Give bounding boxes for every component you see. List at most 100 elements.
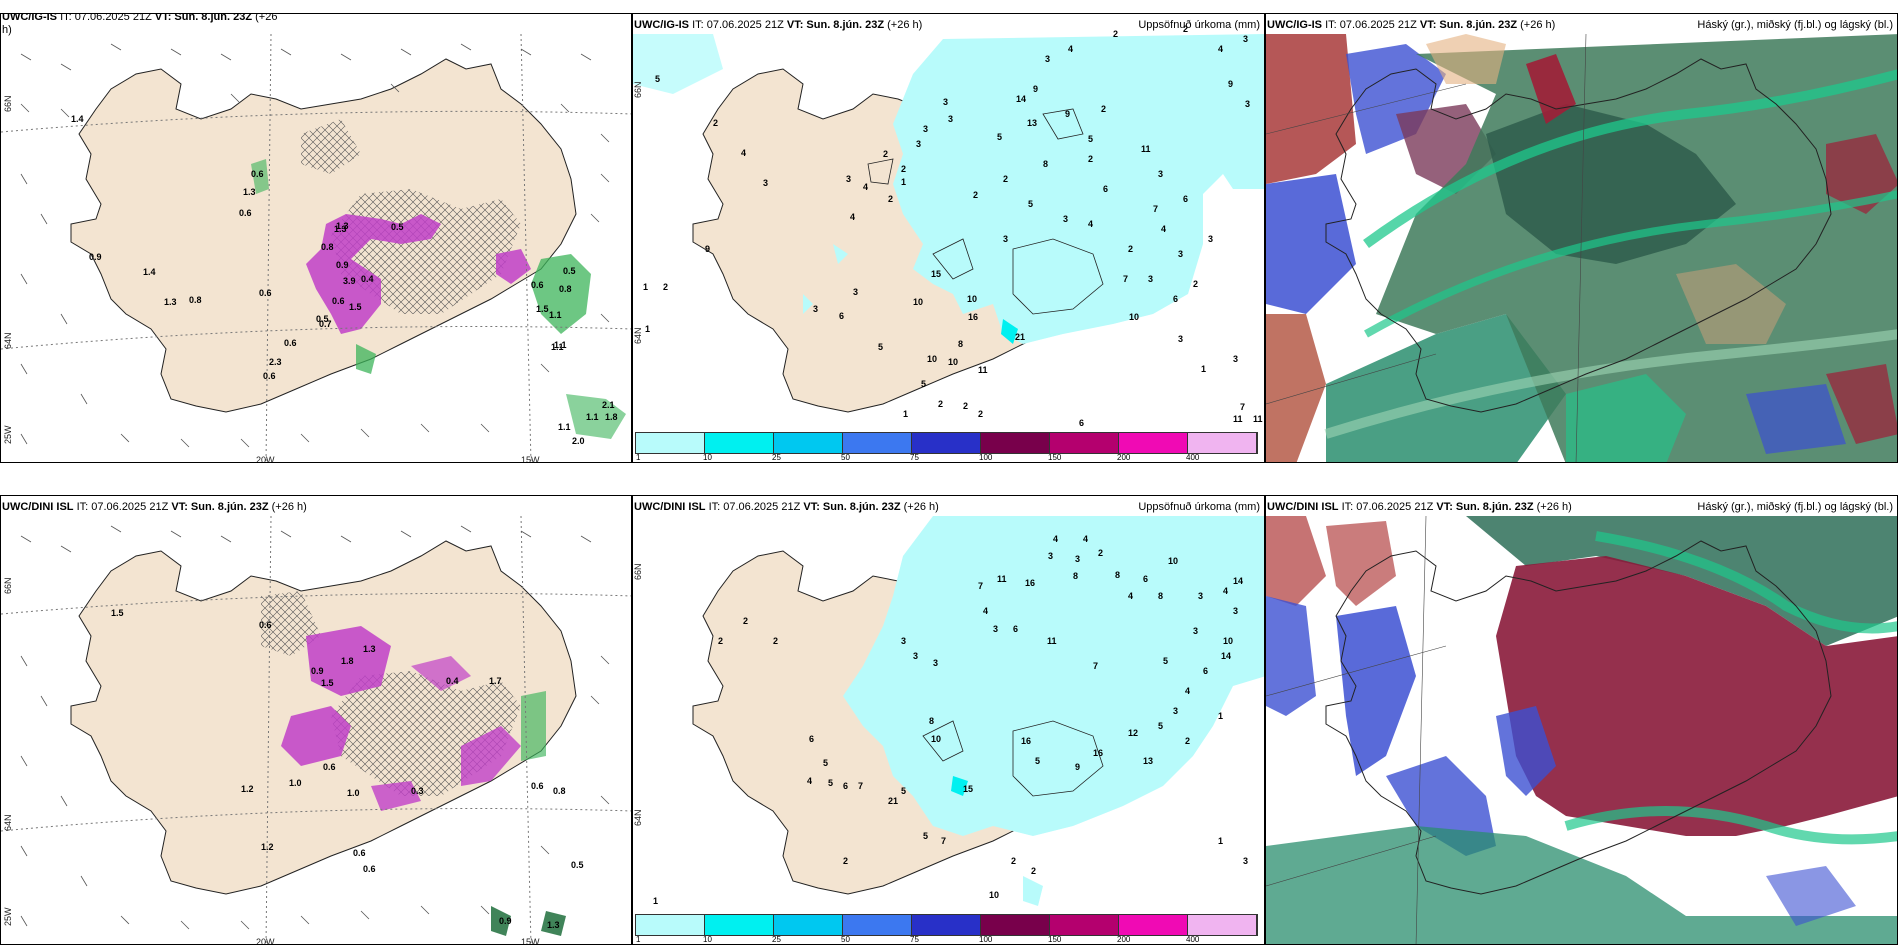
value-label: 4 xyxy=(850,212,856,222)
value-label: 14 xyxy=(1016,94,1027,104)
value-label: 2 xyxy=(773,636,779,646)
value-label: 8 xyxy=(1073,571,1079,581)
value-label: 9 xyxy=(1228,79,1234,89)
lat-label-64n: 64N xyxy=(633,809,643,826)
value-label: 8 xyxy=(1158,591,1164,601)
iceland-landmass xyxy=(70,58,577,413)
lead-time: (+26 h) xyxy=(887,19,923,31)
colorbar-cell xyxy=(1119,915,1188,935)
value-label: 1.5 xyxy=(349,302,362,312)
value-label: 13 xyxy=(1143,756,1154,766)
colorbar-cell xyxy=(1188,433,1257,453)
panel-title: Háský (gr.), miðský (fj.bl.) og lágský (… xyxy=(1697,19,1893,31)
lat-label-64n: 64N xyxy=(3,814,13,831)
lon-label-15w: 15W xyxy=(521,455,540,463)
value-label: 4 xyxy=(807,776,813,786)
value-label: 0.6 xyxy=(332,296,345,306)
colorbar-label: 100 xyxy=(979,935,993,944)
value-label: 10 xyxy=(1129,312,1140,322)
colorbar-cell xyxy=(705,433,774,453)
value-label: 4 xyxy=(1053,534,1059,544)
value-label: 1.3 xyxy=(334,224,347,234)
colorbar-cell xyxy=(1188,915,1257,935)
map-bottom-right xyxy=(1266,496,1897,944)
value-label: 5 xyxy=(1088,134,1094,144)
panel-title: Háský (gr.), miðský (fj.bl.) og lágský (… xyxy=(1697,501,1893,513)
colorbar-label: 75 xyxy=(910,935,919,944)
value-label: 3 xyxy=(993,624,999,634)
value-label: 7 xyxy=(1123,274,1129,284)
valid-time: VT: Sun. 8.jún. 23Z xyxy=(786,19,885,31)
value-label: 4 xyxy=(1218,44,1224,54)
precip-colorbar xyxy=(635,914,1258,936)
valid-time: VT: Sun. 8.jún. 23Z xyxy=(1436,501,1534,513)
value-label: 4 xyxy=(1068,44,1074,54)
lon-label-25w: 25W xyxy=(3,425,13,444)
value-label: 9 xyxy=(1075,762,1081,772)
colorbar-label: 100 xyxy=(979,453,993,462)
value-label: 1.8 xyxy=(605,412,618,422)
value-label: 4 xyxy=(1088,219,1094,229)
colorbar-cell xyxy=(843,915,912,935)
value-label: 2 xyxy=(973,190,979,200)
value-label: 0.5 xyxy=(571,860,584,870)
value-label: 7 xyxy=(858,781,864,791)
value-label: 0.8 xyxy=(321,242,334,252)
value-label: 11 xyxy=(1141,144,1151,154)
colorbar-label: 75 xyxy=(910,453,919,462)
init-time: IT: 07.06.2025 21Z xyxy=(708,501,801,513)
value-label: 2 xyxy=(1113,29,1119,39)
value-label: 3 xyxy=(916,139,922,149)
colorbar-label: 1 xyxy=(636,935,641,944)
value-label: 0.6 xyxy=(259,620,272,630)
value-label: 7 xyxy=(941,836,947,846)
value-label: 1 xyxy=(1218,711,1224,721)
value-label: 3 xyxy=(1075,554,1081,564)
value-label: 0.6 xyxy=(251,169,264,179)
lon-label-20w: 20W xyxy=(256,937,275,945)
lon-label-20w: 20W xyxy=(256,455,275,463)
colorbar-label: 10 xyxy=(703,935,712,944)
value-label: 1.8 xyxy=(341,656,354,666)
value-label: 0.8 xyxy=(189,295,202,305)
value-label: 5 xyxy=(1158,721,1164,731)
colorbar-cell xyxy=(1119,433,1188,453)
value-label: 3 xyxy=(1193,626,1199,636)
value-label: 0.6 xyxy=(531,781,544,791)
colorbar-cell xyxy=(912,433,981,453)
value-label: 2 xyxy=(1003,174,1009,184)
init-time: IT: 07.06.2025 21Z xyxy=(692,19,784,31)
colorbar-label: 150 xyxy=(1048,453,1062,462)
value-label: 6 xyxy=(1203,666,1209,676)
value-label: 5 xyxy=(828,778,834,788)
value-label: 6 xyxy=(839,311,845,321)
value-label: 1.4 xyxy=(71,114,84,124)
value-label: 3 xyxy=(763,178,769,188)
init-time: IT: 07.06.2025 21Z xyxy=(60,13,152,23)
colorbar-cell xyxy=(774,915,843,935)
value-label: 2.0 xyxy=(572,436,585,446)
colorbar-label: 25 xyxy=(772,935,781,944)
value-label: 2 xyxy=(1185,736,1191,746)
value-label: 3 xyxy=(901,636,907,646)
value-label: 1 xyxy=(645,324,651,334)
value-label: 10 xyxy=(967,294,978,304)
value-label: 0.6 xyxy=(263,371,276,381)
value-label: 1.5 xyxy=(321,678,334,688)
value-label: 8 xyxy=(929,716,935,726)
colorbar-labels: 1 10 25 50 75 100 150 200 400 xyxy=(635,453,1264,462)
value-label: 11 xyxy=(1253,414,1263,424)
map-bottom-middle xyxy=(633,496,1264,944)
value-label: 0.6 xyxy=(353,848,366,858)
value-label: 3 xyxy=(1245,99,1251,109)
colorbar-cell xyxy=(1050,433,1119,453)
value-label: 1.1 xyxy=(554,340,567,350)
colorbar-label: 400 xyxy=(1186,453,1200,462)
value-label: 2 xyxy=(843,856,849,866)
value-label: 9 xyxy=(1065,109,1071,119)
map-top-middle xyxy=(633,14,1264,462)
value-label: 9 xyxy=(1033,84,1039,94)
panel-header: UWC/DINI ISL IT: 07.06.2025 21Z VT: Sun.… xyxy=(634,501,939,514)
lat-label-65n: 66N xyxy=(633,81,643,98)
value-label: 3 xyxy=(853,287,859,297)
